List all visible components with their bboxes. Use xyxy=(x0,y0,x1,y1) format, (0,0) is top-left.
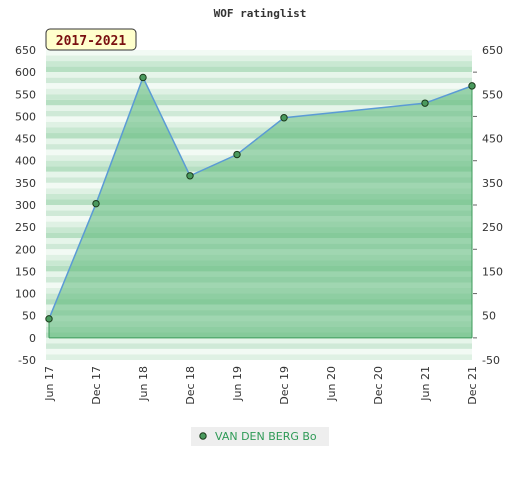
x-tick-label: Dec 21 xyxy=(466,366,479,405)
background-band xyxy=(46,88,472,95)
data-point xyxy=(468,82,476,90)
y-tick-label-left: 650 xyxy=(15,44,36,57)
x-tick-label: Jun 20 xyxy=(325,366,338,402)
y-axis-right-ticks: 650 550 450 350 250 150 50 -50 xyxy=(473,44,503,367)
y-tick-label-right: 650 xyxy=(482,44,503,57)
y-tick-label-left: 500 xyxy=(15,110,36,123)
legend-box xyxy=(191,427,329,446)
background-band xyxy=(46,50,472,56)
background-band xyxy=(46,127,472,134)
background-band xyxy=(46,94,472,100)
x-tick-label: Jun 21 xyxy=(419,366,432,402)
background-band xyxy=(46,121,472,128)
x-axis-ticks: Jun 17 Dec 17 Jun 18 Dec 18 Jun 19 Dec 19 Jun … xyxy=(43,366,479,405)
background-band xyxy=(46,83,472,89)
y-tick-label-left: 600 xyxy=(15,66,36,79)
series-polyline xyxy=(48,75,473,320)
y-tick-label-left: -50 xyxy=(18,354,36,367)
y-tick-label-left: 100 xyxy=(15,288,36,301)
background-band xyxy=(46,337,472,344)
y-axis-left-ticks: 650600550500450400350300250200150100500-… xyxy=(15,44,36,367)
y-tick-label-right: 450 xyxy=(482,133,503,146)
background-band xyxy=(46,133,472,139)
y-tick-label-left: 550 xyxy=(15,88,36,101)
y-tick-label-left: 400 xyxy=(15,155,36,168)
data-point xyxy=(421,99,429,107)
x-tick-label: Jun 19 xyxy=(231,366,244,402)
y-tick-label-left: 150 xyxy=(15,265,36,278)
data-point xyxy=(92,199,100,208)
background-band xyxy=(46,55,472,62)
x-tick-label: Dec 18 xyxy=(184,366,197,405)
background-band xyxy=(46,105,472,111)
period-badge: 2017-2021 xyxy=(45,28,137,51)
legend-label: VAN DEN BERG Bo xyxy=(215,430,317,443)
y-tick-label-right: -50 xyxy=(482,354,500,367)
y-tick-label-left: 350 xyxy=(15,177,36,190)
y-tick-label-right: 550 xyxy=(482,88,503,101)
background-band xyxy=(46,72,472,78)
x-tick-label: Jun 18 xyxy=(137,366,150,402)
data-point xyxy=(280,114,288,122)
background-band xyxy=(46,116,472,122)
y-tick-label-right: 150 xyxy=(482,265,503,278)
series-line xyxy=(48,75,473,320)
y-tick-label-right: 350 xyxy=(482,177,503,190)
period-badge-box xyxy=(45,28,137,51)
area-fill xyxy=(49,77,472,338)
background-band xyxy=(46,348,472,355)
background-band xyxy=(46,354,472,360)
data-point xyxy=(45,315,53,323)
x-tick-label: Jun 17 xyxy=(43,366,56,402)
data-point xyxy=(139,73,147,82)
series-markers xyxy=(45,73,476,323)
y-tick-label-left: 0 xyxy=(29,332,36,345)
y-tick-label-left: 250 xyxy=(15,221,36,234)
background-band xyxy=(46,61,472,67)
data-point xyxy=(233,150,241,159)
legend-marker xyxy=(199,432,207,440)
y-tick-label-right: 50 xyxy=(482,310,496,323)
y-tick-label-left: 50 xyxy=(22,310,36,323)
x-tick-label: Dec 17 xyxy=(90,366,103,405)
y-tick-label-left: 450 xyxy=(15,133,36,146)
y-tick-label-left: 300 xyxy=(15,199,36,212)
chart-title: WOF ratinglist xyxy=(214,7,307,20)
period-badge-text: 2017-2021 xyxy=(56,34,127,49)
y-tick-label-right: 250 xyxy=(482,221,503,234)
background-band xyxy=(46,77,472,84)
series-area xyxy=(49,77,472,338)
y-tick-label-left: 200 xyxy=(15,243,36,256)
data-point xyxy=(186,172,194,180)
x-tick-label: Dec 19 xyxy=(278,366,291,405)
background-band xyxy=(46,66,472,73)
background-band xyxy=(46,110,472,117)
x-tick-label: Dec 20 xyxy=(372,366,385,405)
background-band xyxy=(46,343,472,349)
legend: VAN DEN BERG Bo xyxy=(191,427,329,446)
background-band xyxy=(46,99,472,106)
